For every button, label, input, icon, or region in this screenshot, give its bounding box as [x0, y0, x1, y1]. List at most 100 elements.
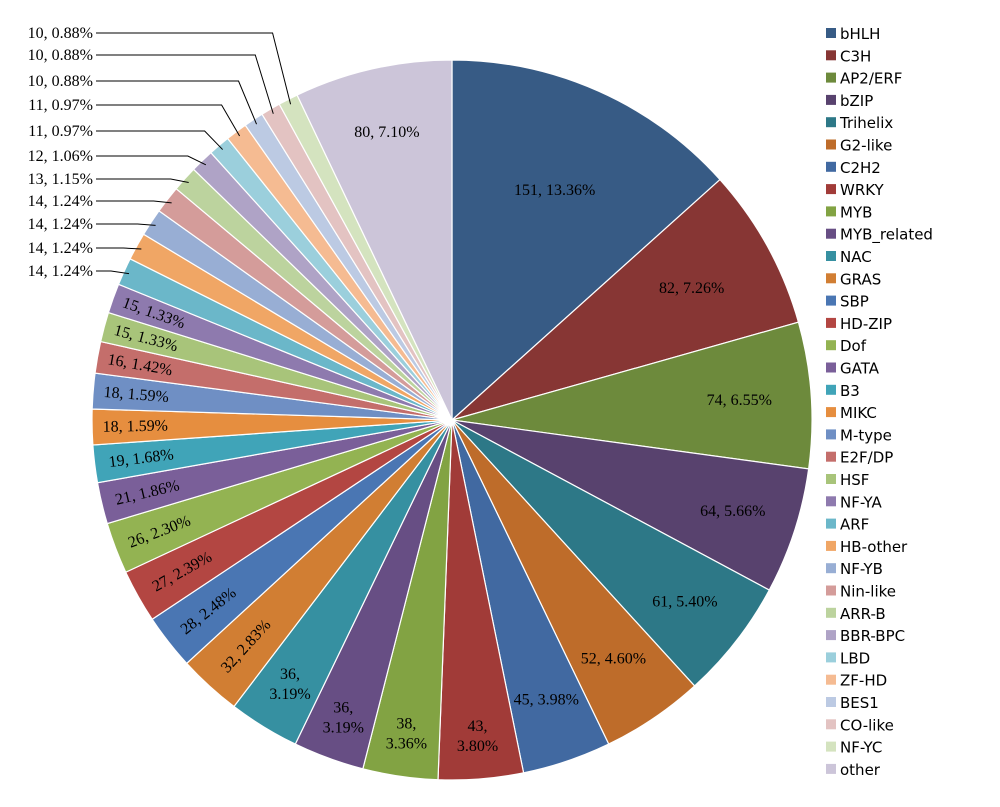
slice-label-c2h2: 45, 3.98% — [514, 692, 579, 709]
legend-label-co-like: CO-like — [840, 716, 894, 734]
legend-swatch-nf-yb — [826, 563, 836, 574]
legend-label-nf-ya: NF-YA — [840, 493, 882, 511]
legend-label-bbr-bpc: BBR-BPC — [840, 627, 905, 645]
leader-line-arr-b — [96, 178, 189, 183]
legend-swatch-ap2-erf — [826, 72, 836, 83]
legend-swatch-myb — [826, 206, 836, 217]
legend-swatch-c2h2 — [826, 161, 836, 172]
slice-label-zf-hd: 11, 0.97% — [28, 97, 93, 114]
slice-label-bzip: 64, 5.66% — [700, 503, 765, 520]
legend-swatch-sbp — [826, 295, 836, 306]
legend-swatch-trihelix — [826, 117, 836, 128]
slice-c3h — [451, 178, 800, 421]
legend-swatch-nf-yc — [826, 741, 836, 752]
slice-label-c3h: 82, 7.26% — [659, 280, 724, 297]
legend-label-bes1: BES1 — [840, 694, 879, 712]
legend-label-trihelix: Trihelix — [839, 114, 893, 132]
legend-label-lbd: LBD — [840, 649, 870, 667]
legend-swatch-lbd — [826, 652, 836, 663]
legend-swatch-m-type — [826, 429, 836, 440]
legend-label-mikc: MIKC — [840, 404, 877, 422]
legend-label-nf-yc: NF-YC — [840, 739, 882, 757]
slice-label-g2-like: 52, 4.60% — [581, 651, 646, 668]
slice-label-trihelix: 61, 5.40% — [652, 593, 717, 610]
slice-label-mikc: 18, 1.59% — [102, 418, 168, 436]
slice-label-m-type: 18, 1.59% — [103, 384, 169, 406]
slice-label-myb: 38, 3.36% — [386, 715, 427, 752]
slice-bzip — [451, 419, 810, 591]
legend-label-nin-like: Nin-like — [840, 583, 896, 601]
legend-label-dof: Dof — [840, 337, 867, 355]
leader-line-nin-like — [96, 200, 172, 204]
legend-label-myb-related: MYB_related — [840, 226, 933, 245]
legend-swatch-nf-ya — [826, 496, 836, 507]
legend-label-nac: NAC — [840, 248, 872, 266]
legend-label-c2h2: C2H2 — [840, 159, 881, 177]
legend-swatch-arr-b — [826, 607, 836, 618]
legend-swatch-co-like — [826, 719, 836, 730]
legend-swatch-e2f-dp — [826, 451, 836, 462]
legend-swatch-gras — [826, 273, 836, 284]
slice-bhlh — [451, 59, 721, 422]
legend-label-gras: GRAS — [840, 270, 881, 288]
legend-label-bhlh: bHLH — [840, 25, 880, 43]
legend-swatch-bzip — [826, 94, 836, 105]
legend-label-hsf: HSF — [840, 471, 869, 489]
legend-swatch-hsf — [826, 474, 836, 484]
legend-label-arf: ARF — [840, 516, 869, 534]
leader-line-bbr-bpc — [96, 155, 207, 166]
legend-swatch-b3 — [826, 384, 836, 395]
leader-line-bes1 — [96, 80, 257, 125]
leader-line-hb-other — [96, 247, 142, 250]
legend-label-b3: B3 — [840, 382, 860, 400]
slice-label-lbd: 11, 0.97% — [28, 123, 93, 140]
leader-line-zf-hd — [96, 104, 241, 137]
legend-swatch-gata — [826, 362, 836, 373]
legend-swatch-nac — [826, 251, 836, 261]
leader-line-lbd — [96, 130, 224, 150]
legend-swatch-g2-like — [826, 139, 836, 150]
legend-label-zf-hd: ZF-HD — [840, 672, 887, 690]
legend-label-arr-b: ARR-B — [840, 605, 886, 623]
legend-swatch-wrky — [826, 184, 836, 195]
leader-line-arf — [96, 270, 130, 275]
legend-label-c3h: C3H — [840, 47, 871, 65]
slice-label-bbr-bpc: 12, 1.06% — [28, 148, 93, 165]
slice-label-arf: 14, 1.24% — [28, 263, 93, 280]
legend-label-e2f-dp: E2F/DP — [840, 449, 893, 467]
legend-swatch-dof — [826, 340, 836, 351]
slice-label-hb-other: 14, 1.24% — [28, 240, 93, 257]
legend-label-m-type: M-type — [840, 426, 892, 444]
slice-label-nin-like: 14, 1.24% — [28, 193, 93, 210]
legend-swatch-bes1 — [826, 697, 836, 707]
legend-swatch-arf — [826, 518, 836, 529]
legend: bHLH C3H AP2/ERF bZIP Trihelix G2-like C2H2 WRK… — [826, 25, 933, 779]
legend-label-other: other — [840, 761, 881, 779]
legend-swatch-bbr-bpc — [826, 630, 836, 641]
slice-label-nac: 36, 3.19% — [269, 666, 310, 703]
pie-slices — [91, 59, 813, 781]
slice-label-bhlh: 151, 13.36% — [514, 182, 595, 199]
leader-line-nf-yb — [96, 223, 156, 226]
legend-swatch-c3h — [826, 50, 836, 61]
legend-label-myb: MYB — [840, 203, 872, 221]
legend-label-ap2-erf: AP2/ERF — [840, 70, 902, 88]
slice-label-other: 80, 7.10% — [354, 124, 419, 141]
slice-label-wrky: 43, 3.80% — [457, 718, 498, 755]
slice-label-bes1: 10, 0.88% — [28, 73, 93, 90]
legend-swatch-hb-other — [826, 540, 836, 551]
legend-swatch-zf-hd — [826, 674, 836, 685]
legend-swatch-mikc — [826, 407, 836, 418]
legend-swatch-bhlh — [826, 28, 836, 38]
legend-swatch-myb-related — [826, 228, 836, 239]
slice-label-co-like: 10, 0.88% — [28, 47, 93, 64]
legend-label-gata: GATA — [840, 360, 880, 378]
slice-label-myb-related: 36, 3.19% — [323, 700, 364, 737]
legend-label-sbp: SBP — [840, 293, 869, 311]
slice-label-ap2-erf: 74, 6.55% — [707, 392, 772, 409]
legend-swatch-nin-like — [826, 585, 836, 596]
legend-label-wrky: WRKY — [840, 181, 885, 199]
leader-line-co-like — [96, 54, 274, 114]
legend-label-nf-yb: NF-YB — [840, 560, 883, 578]
